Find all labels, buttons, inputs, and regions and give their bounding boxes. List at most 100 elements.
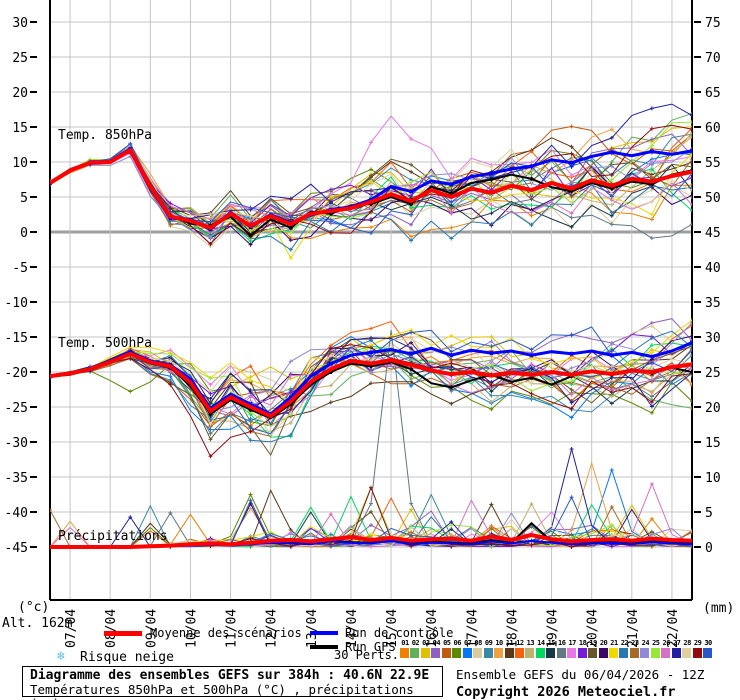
pert-member-number: 12 — [516, 639, 524, 647]
pert-member-number: 17 — [568, 639, 576, 647]
pert-member-number: 10 — [495, 639, 503, 647]
pert-member-number: 23 — [631, 639, 639, 647]
pert-member-07: 07 — [462, 639, 473, 658]
svg-text:25: 25 — [12, 51, 28, 66]
pert-member-05: 05 — [441, 639, 452, 658]
copyright: Copyright 2026 Meteociel.fr — [456, 684, 676, 700]
pert-member-number: 16 — [558, 639, 566, 647]
snow-risk-label: Risque neige — [80, 650, 174, 665]
pert-member-color-swatch — [692, 648, 702, 658]
svg-text:20: 20 — [705, 401, 721, 416]
pert-member-20: 20 — [598, 639, 609, 658]
pert-member-color-swatch — [473, 648, 483, 658]
pert-member-color-swatch — [703, 648, 713, 658]
pert-member-number: 26 — [662, 639, 671, 647]
svg-text:25: 25 — [705, 366, 721, 381]
svg-text:-25: -25 — [5, 401, 28, 416]
svg-text:-5: -5 — [12, 261, 28, 276]
pert-member-color-swatch — [567, 648, 577, 658]
panel-label-t500: Temp. 500hPa — [58, 336, 152, 351]
pert-member-08: 08 — [473, 639, 483, 658]
pert-member-number: 06 — [453, 639, 462, 647]
pert-member-color-swatch — [431, 648, 441, 658]
pert-member-21: 21 — [609, 639, 619, 658]
svg-text:0: 0 — [705, 541, 713, 556]
svg-text:35: 35 — [705, 296, 721, 311]
svg-text:40: 40 — [705, 261, 721, 276]
pert-member-number: 20 — [599, 639, 608, 647]
pert-member-10: 10 — [494, 639, 504, 658]
svg-text:65: 65 — [705, 86, 721, 101]
pert-member-01: 01 — [400, 639, 410, 658]
svg-text:60: 60 — [705, 121, 721, 136]
pert-member-number: 28 — [683, 639, 691, 647]
pert-member-number: 05 — [443, 639, 451, 647]
svg-text:10: 10 — [12, 156, 28, 171]
pert-member-number: 30 — [704, 639, 712, 647]
pert-member-color-swatch — [661, 648, 671, 658]
pert-member-color-swatch — [525, 648, 535, 658]
svg-text:-10: -10 — [5, 296, 28, 311]
svg-text:08/04: 08/04 — [104, 609, 119, 648]
ensemble-curves — [50, 103, 692, 549]
svg-text:07/04: 07/04 — [64, 609, 79, 648]
panel-label-t850: Temp. 850hPa — [58, 128, 152, 143]
pert-member-29: 29 — [692, 639, 703, 658]
pert-member-color-swatch — [598, 648, 608, 658]
pert-member-23: 23 — [629, 639, 640, 658]
pert-member-27: 27 — [671, 639, 682, 658]
gfs-line-swatch — [310, 645, 338, 649]
pert-member-color-swatch — [671, 648, 681, 658]
svg-text:30: 30 — [705, 331, 721, 346]
pert-member-28: 28 — [682, 639, 692, 658]
legend-gfs-label: Run GFS — [345, 640, 396, 654]
svg-text:50: 50 — [705, 191, 721, 206]
pert-member-color-swatch — [410, 648, 420, 658]
grid-lines — [30, 0, 701, 601]
altitude-label: Alt. 162m — [2, 616, 73, 631]
pert-member-number: 22 — [620, 639, 629, 647]
pert-member-color-swatch — [483, 648, 493, 658]
svg-text:18/04: 18/04 — [505, 609, 520, 648]
pert-member-color-swatch — [588, 648, 598, 658]
svg-text:13/04: 13/04 — [305, 609, 320, 648]
pert-member-06: 06 — [452, 639, 462, 658]
pert-member-color-swatch — [494, 648, 504, 658]
pert-member-09: 09 — [483, 639, 494, 658]
pert-member-13: 13 — [525, 639, 535, 658]
unit-right-label: (mm) — [703, 601, 734, 616]
pert-member-color-swatch — [504, 648, 514, 658]
pert-member-number: 18 — [578, 639, 587, 647]
svg-text:55: 55 — [705, 156, 721, 171]
pert-member-24: 24 — [640, 639, 650, 658]
pert-member-25: 25 — [650, 639, 661, 658]
diagram-title: Diagramme des ensembles GEFS sur 384h : … — [30, 668, 430, 683]
legend-perts-label: 30 Perts. — [334, 648, 400, 662]
pert-member-color-swatch — [546, 648, 556, 658]
pert-member-color-swatch — [577, 648, 587, 658]
pert-member-color-swatch — [556, 648, 566, 658]
pert-member-color-swatch — [514, 648, 524, 658]
pert-member-number: 02 — [411, 639, 420, 647]
pert-member-04: 04 — [431, 639, 441, 658]
svg-text:30: 30 — [12, 16, 28, 31]
pert-member-number: 07 — [463, 639, 472, 647]
svg-text:-40: -40 — [5, 506, 28, 521]
pert-member-color-swatch — [420, 648, 430, 658]
pert-member-19: 19 — [588, 639, 598, 658]
pert-member-22: 22 — [619, 639, 629, 658]
pert-member-number: 01 — [401, 639, 409, 647]
svg-text:-20: -20 — [5, 366, 28, 381]
svg-text:0: 0 — [20, 226, 28, 241]
svg-text:17/04: 17/04 — [465, 609, 480, 648]
svg-text:70: 70 — [705, 51, 721, 66]
pert-member-number: 27 — [672, 639, 681, 647]
pert-member-number: 24 — [641, 639, 650, 647]
svg-text:10: 10 — [705, 471, 721, 486]
pert-member-color-swatch — [400, 648, 409, 658]
snowflake-icon: ❄ — [57, 649, 65, 664]
mean-line-swatch — [104, 631, 142, 636]
diagram-subtitle: Températures 850hPa et 500hPa (°C) , pré… — [30, 682, 414, 700]
